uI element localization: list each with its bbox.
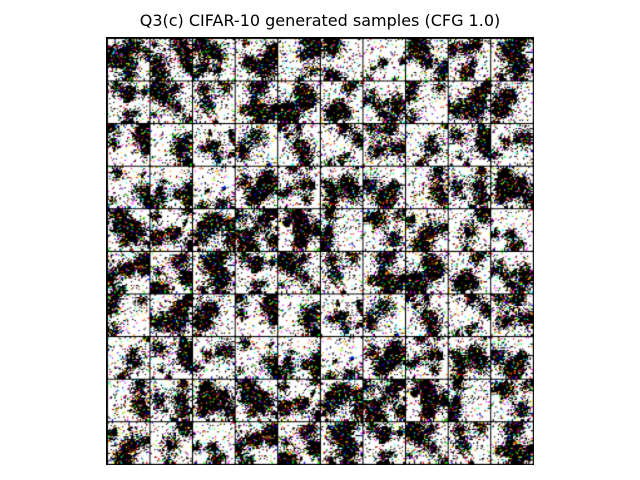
figure-title: Q3(c) CIFAR-10 generated samples (CFG 1.…: [139, 11, 501, 30]
sample-grid-image: [106, 37, 534, 465]
